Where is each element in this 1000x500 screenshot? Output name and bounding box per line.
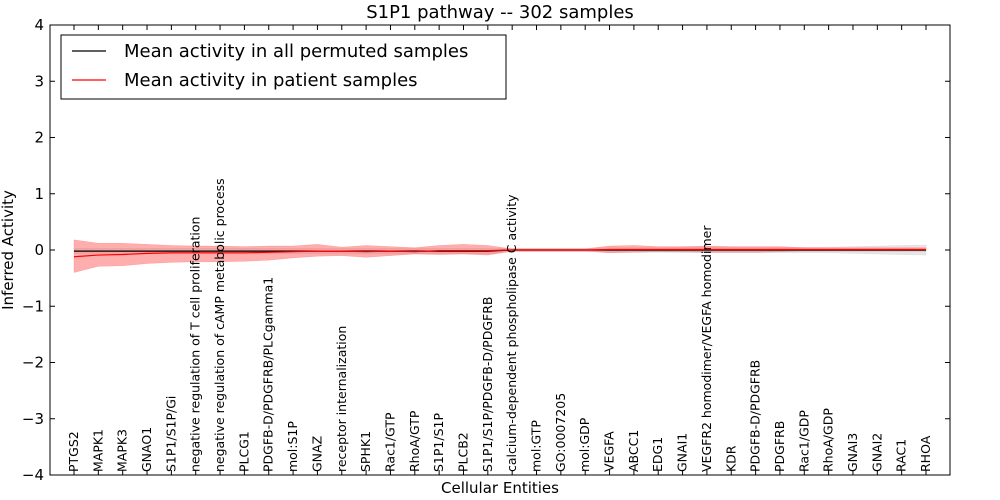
y-axis-ticks: −4 −3 −2 −1 0 1 2 3 4 <box>22 16 950 484</box>
x-category-label: MAPK1 <box>90 429 105 472</box>
x-category-label: RhoA/GTP <box>407 410 422 472</box>
x-category-label: PDGFB-D/PDGFRB/PLCgamma1 <box>261 277 276 472</box>
x-category-label: GNAO1 <box>139 427 154 472</box>
x-axis-category-labels: PTGS2 MAPK1 MAPK3 GNAO1 S1P1/S1P/Gi negative … <box>66 178 933 472</box>
y-tick-label: −3 <box>22 410 44 428</box>
y-tick-label: −2 <box>22 354 44 372</box>
x-category-label: S1P1/S1P/PDGFB-D/PDGFRB <box>480 297 495 473</box>
x-category-label: receptor internalization <box>334 326 349 472</box>
x-category-label: Rac1/GDP <box>796 410 811 472</box>
y-tick-label: 2 <box>34 129 44 147</box>
x-category-label: GNAI3 <box>845 433 860 472</box>
y-tick-label: 1 <box>34 185 44 203</box>
legend-label-permuted: Mean activity in all permuted samples <box>124 41 468 62</box>
chart-title: S1P1 pathway -- 302 samples <box>366 2 634 23</box>
x-axis-label: Cellular Entities <box>441 479 559 497</box>
y-tick-label: −4 <box>22 466 44 484</box>
x-category-label: VEGFR2 homodimer/VEGFA homodimer <box>699 225 714 472</box>
x-category-label: VEGFA <box>602 431 617 472</box>
series-lines <box>73 248 926 258</box>
x-category-label: negative regulation of T cell proliferat… <box>188 217 203 472</box>
y-tick-label: 0 <box>34 241 44 259</box>
band-patient <box>73 239 927 273</box>
y-axis-label: Inferred Activity <box>0 190 17 310</box>
x-category-label: EDG1 <box>650 437 665 472</box>
x-category-label: RHOA <box>918 435 933 472</box>
legend: Mean activity in all permuted samples Me… <box>60 34 507 100</box>
x-category-label: calcium-dependent phospholipase C activi… <box>504 194 519 472</box>
x-category-label: Rac1/GTP <box>382 412 397 472</box>
x-category-label: PDGFRB <box>772 421 787 472</box>
x-category-label: GO:0007205 <box>553 393 568 472</box>
legend-box <box>60 34 507 100</box>
x-category-label: mol:GDP <box>577 417 592 472</box>
y-tick-label: 4 <box>34 16 44 34</box>
x-category-label: GNAI2 <box>869 433 884 472</box>
x-category-label: ABCC1 <box>626 430 641 472</box>
x-axis-ticks <box>73 25 927 475</box>
x-category-label: KDR <box>723 445 738 472</box>
x-category-label: RhoA/GDP <box>821 408 836 472</box>
x-category-label: S1P1/S1P/Gi <box>163 396 178 472</box>
x-category-label: PTGS2 <box>66 431 81 472</box>
x-category-label: S1P1/S1P <box>431 413 446 472</box>
x-category-label: mol:GTP <box>529 420 544 472</box>
y-tick-label: −1 <box>22 297 44 315</box>
y-tick-label: 3 <box>34 72 44 90</box>
x-category-label: PLCB2 <box>455 432 470 472</box>
x-category-label: PLCG1 <box>236 431 251 472</box>
x-category-label: GNAI1 <box>675 433 690 472</box>
x-category-label: RAC1 <box>894 439 909 472</box>
x-category-label: negative regulation of cAMP metabolic pr… <box>212 178 227 472</box>
legend-label-patient: Mean activity in patient samples <box>124 70 418 91</box>
x-category-label: SPHK1 <box>358 431 373 472</box>
x-category-label: PDGFB-D/PDGFRB <box>748 360 763 472</box>
x-category-label: GNAZ <box>309 436 324 472</box>
x-category-label: MAPK3 <box>115 429 130 472</box>
line-patient <box>73 248 926 258</box>
x-category-label: mol:S1P <box>285 421 300 472</box>
